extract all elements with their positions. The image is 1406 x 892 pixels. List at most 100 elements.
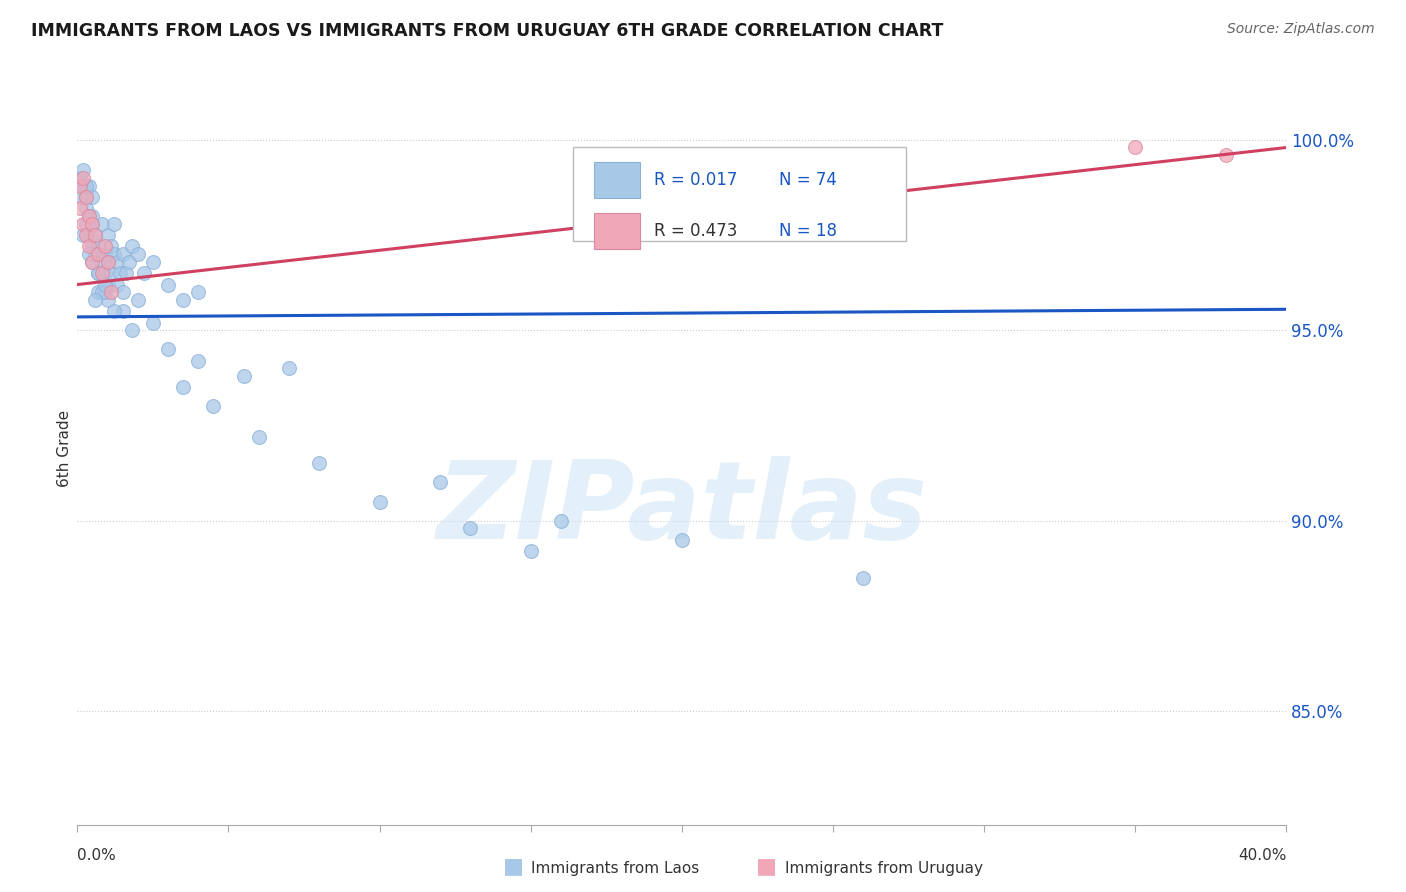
Point — [93, 266, 115, 280]
Point — [72, 217, 94, 231]
Point — [87, 247, 110, 261]
Point — [93, 239, 115, 253]
Point — [69, 170, 91, 185]
Point — [82, 254, 104, 268]
Text: R = 0.017: R = 0.017 — [654, 171, 738, 189]
Point — [82, 239, 104, 253]
Point — [90, 285, 112, 300]
FancyBboxPatch shape — [574, 147, 905, 241]
Point — [105, 277, 128, 292]
Text: ZIPatlas: ZIPatlas — [436, 456, 928, 562]
Point — [87, 285, 110, 300]
Point — [114, 266, 136, 280]
Text: IMMIGRANTS FROM LAOS VS IMMIGRANTS FROM URUGUAY 6TH GRADE CORRELATION CHART: IMMIGRANTS FROM LAOS VS IMMIGRANTS FROM … — [31, 22, 943, 40]
Point — [278, 361, 301, 376]
Point — [93, 247, 115, 261]
Point — [157, 277, 180, 292]
Point — [111, 285, 134, 300]
Point — [84, 247, 107, 261]
Bar — [593, 161, 640, 198]
Text: Immigrants from Uruguay: Immigrants from Uruguay — [785, 861, 983, 876]
Point — [1215, 148, 1237, 162]
Point — [90, 266, 112, 280]
Point — [368, 494, 391, 508]
Point — [103, 217, 125, 231]
Point — [172, 380, 194, 394]
Point — [96, 254, 118, 268]
Point — [520, 544, 543, 558]
Point — [75, 217, 97, 231]
Point — [75, 178, 97, 193]
Point — [96, 254, 118, 268]
Point — [108, 266, 131, 280]
Point — [69, 202, 91, 216]
Point — [232, 368, 254, 383]
Text: R = 0.473: R = 0.473 — [654, 222, 738, 240]
Point — [96, 293, 118, 307]
Point — [100, 266, 122, 280]
Point — [247, 430, 270, 444]
Point — [105, 254, 128, 268]
Point — [90, 254, 112, 268]
Point — [69, 190, 91, 204]
Point — [87, 266, 110, 280]
Point — [96, 228, 118, 243]
Point — [121, 239, 143, 253]
Point — [72, 178, 94, 193]
Point — [187, 353, 209, 368]
Point — [75, 202, 97, 216]
Point — [84, 293, 107, 307]
Point — [308, 457, 330, 471]
Point — [87, 266, 110, 280]
Point — [127, 293, 149, 307]
Text: Source: ZipAtlas.com: Source: ZipAtlas.com — [1227, 22, 1375, 37]
Point — [79, 178, 101, 193]
Point — [111, 304, 134, 318]
Point — [72, 228, 94, 243]
Point — [82, 217, 104, 231]
Point — [90, 217, 112, 231]
Text: Immigrants from Laos: Immigrants from Laos — [531, 861, 700, 876]
Point — [82, 209, 104, 223]
Point — [75, 228, 97, 243]
Point — [87, 239, 110, 253]
Point — [79, 247, 101, 261]
Point — [111, 247, 134, 261]
Point — [82, 217, 104, 231]
Text: N = 74: N = 74 — [779, 171, 837, 189]
Point — [72, 170, 94, 185]
Text: N = 18: N = 18 — [779, 222, 837, 240]
Point — [187, 285, 209, 300]
Point — [127, 247, 149, 261]
Point — [72, 163, 94, 178]
Point — [79, 228, 101, 243]
Point — [69, 178, 91, 193]
Text: ■: ■ — [756, 856, 776, 876]
Point — [103, 304, 125, 318]
Point — [96, 277, 118, 292]
Point — [172, 293, 194, 307]
Point — [79, 239, 101, 253]
Point — [84, 228, 107, 243]
Point — [79, 209, 101, 223]
Point — [75, 190, 97, 204]
Point — [671, 533, 693, 547]
Point — [121, 323, 143, 337]
Point — [142, 316, 165, 330]
Point — [82, 254, 104, 268]
Text: ■: ■ — [503, 856, 523, 876]
Point — [75, 190, 97, 204]
Point — [429, 475, 451, 490]
Point — [79, 209, 101, 223]
Point — [132, 266, 155, 280]
Point — [118, 254, 141, 268]
Point — [550, 514, 572, 528]
Text: 40.0%: 40.0% — [1239, 848, 1286, 863]
Point — [93, 277, 115, 292]
Point — [93, 285, 115, 300]
Point — [458, 521, 481, 535]
Point — [1123, 140, 1146, 154]
Point — [103, 247, 125, 261]
Point — [157, 343, 180, 357]
Text: 0.0%: 0.0% — [77, 848, 117, 863]
